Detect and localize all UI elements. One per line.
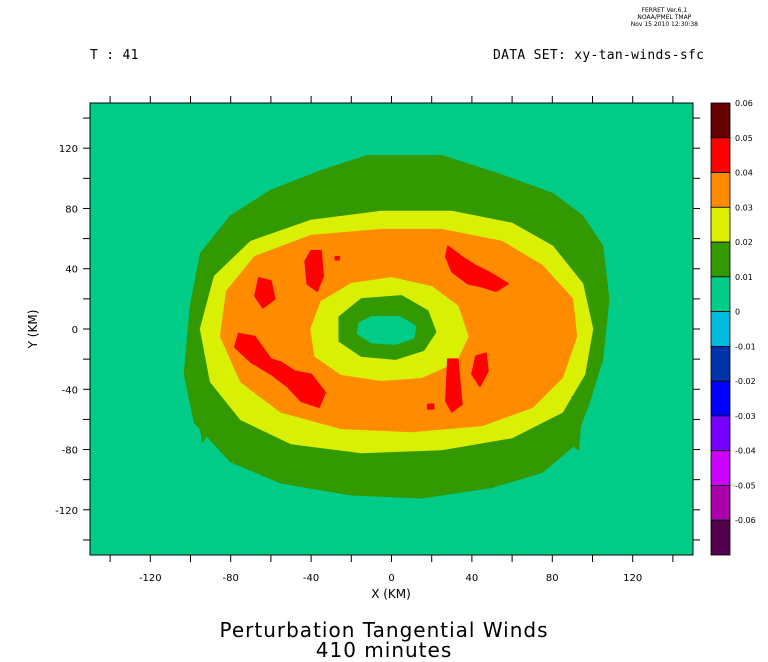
colorbar-swatch <box>710 137 731 173</box>
colorbar-level-label: 0.06 <box>735 99 753 108</box>
colorbar-swatch <box>710 485 731 521</box>
y-tick-label: 40 <box>65 265 78 276</box>
y-axis-label: Y (KM) <box>26 310 40 350</box>
colorbar-level-label: 0.04 <box>735 169 753 178</box>
x-tick-label: -80 <box>223 573 239 584</box>
x-tick-label: 80 <box>546 573 559 584</box>
chart-title: Perturbation Tangential Winds <box>219 618 549 642</box>
colorbar-swatch <box>710 241 731 278</box>
axis-ticks <box>83 96 700 562</box>
colorbar-level-label: 0 <box>735 308 740 317</box>
chart-subtitle: 410 minutes <box>315 638 453 662</box>
contour-region-9 <box>445 245 509 293</box>
contour-region-13 <box>426 403 435 410</box>
colorbar-level-label: 0.02 <box>735 238 753 247</box>
y-tick-label: -80 <box>62 446 78 457</box>
colorbar-level-label: 0.03 <box>735 203 753 212</box>
y-tick-label: 80 <box>65 204 78 215</box>
ferret-line-1: FERRET Ver.6.1 <box>641 7 688 14</box>
colorbar-swatch <box>710 102 731 139</box>
ferret-line-2: NOAA/PMEL TMAP <box>637 14 692 21</box>
contour-region-6 <box>304 249 324 293</box>
ferret-version-stamp: FERRET Ver.6.1 NOAA/PMEL TMAP Nov 15 201… <box>631 7 698 28</box>
x-tick-label: -40 <box>303 573 319 584</box>
colorbar-swatch <box>710 311 731 347</box>
dataset-label: DATA SET: xy-tan-winds-sfc <box>493 48 705 63</box>
colorbar-level-label: -0.02 <box>735 377 756 386</box>
colorbar-swatch <box>710 380 731 417</box>
colorbar-swatch <box>710 276 731 313</box>
x-tick-label: 120 <box>623 573 642 584</box>
colorbar-level-label: -0.01 <box>735 342 756 351</box>
colorbar-level-label: -0.05 <box>735 481 756 490</box>
x-axis-label: X (KM) <box>371 587 411 601</box>
y-tick-label: -40 <box>62 385 78 396</box>
contour-region-5 <box>356 316 417 345</box>
ferret-line-3: Nov 15 2010 12:30:38 <box>630 21 698 28</box>
contour-region-7 <box>254 277 276 309</box>
y-tick-label: -120 <box>55 506 78 517</box>
contour-region-15 <box>569 396 584 451</box>
y-tick-label: 0 <box>72 325 78 336</box>
contour-region-14 <box>197 388 216 443</box>
colorbar-swatch <box>710 172 731 208</box>
colorbar-level-label: -0.03 <box>735 412 756 421</box>
axis-tick-labels: -120 -80 -40 0 40 80 120 120 80 40 0 -40 -80 -120 <box>55 144 642 584</box>
colorbar-level-label: -0.04 <box>735 447 756 456</box>
x-tick-label: 40 <box>466 573 479 584</box>
contour-region-8 <box>233 332 326 409</box>
colorbar-level-label: 0.01 <box>735 273 753 282</box>
colorbar-swatch <box>710 450 731 486</box>
colorbar-swatch <box>710 519 731 556</box>
colorbar: 0.06 0.05 0.04 0.03 0.02 0.01 0 -0.01 -0.02 -0.03… <box>710 99 756 556</box>
contour-region-11 <box>445 358 463 413</box>
colorbar-swatch <box>710 345 731 382</box>
colorbar-level-label: 0.05 <box>735 134 753 143</box>
contour-regions <box>183 154 610 499</box>
colorbar-swatch <box>710 415 731 452</box>
contour-region-12 <box>334 255 340 261</box>
x-tick-label: -120 <box>139 573 162 584</box>
colorbar-level-label: -0.06 <box>735 516 756 525</box>
y-tick-label: 120 <box>59 144 78 155</box>
x-tick-label: 0 <box>388 573 394 584</box>
contour-region-10 <box>471 352 489 388</box>
colorbar-swatch <box>710 206 731 243</box>
time-label: T : 41 <box>90 48 139 63</box>
